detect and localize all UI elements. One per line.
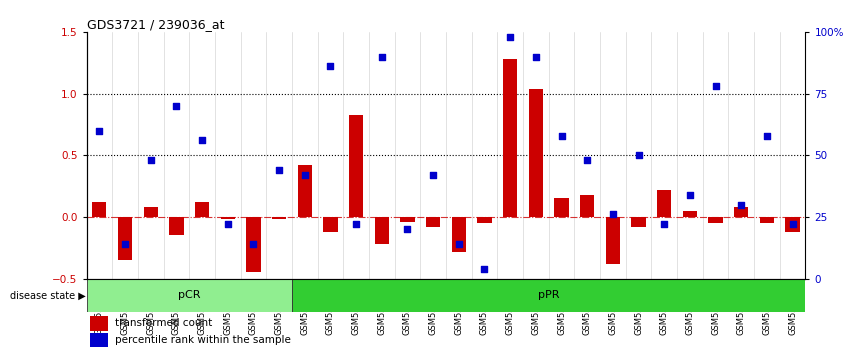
Bar xyxy=(759,217,774,223)
Point xyxy=(170,103,184,109)
Point xyxy=(349,222,363,227)
Bar xyxy=(375,217,389,244)
Bar xyxy=(221,217,235,219)
Point xyxy=(247,241,261,247)
Bar xyxy=(682,211,697,217)
Point xyxy=(503,34,517,40)
Text: GDS3721 / 239036_at: GDS3721 / 239036_at xyxy=(87,18,224,31)
Point xyxy=(631,153,645,158)
Point xyxy=(195,138,209,143)
Point xyxy=(298,172,312,178)
Bar xyxy=(580,195,594,217)
Bar xyxy=(349,115,363,217)
Text: disease state ▶: disease state ▶ xyxy=(10,291,86,301)
Point xyxy=(606,212,620,217)
Point xyxy=(426,172,440,178)
Point xyxy=(683,192,697,198)
Bar xyxy=(272,217,286,219)
Bar xyxy=(118,217,132,260)
Text: pCR: pCR xyxy=(178,291,201,301)
Bar xyxy=(323,217,338,232)
Bar xyxy=(477,217,492,223)
Bar xyxy=(292,279,805,312)
Bar xyxy=(734,207,748,217)
Bar xyxy=(452,217,466,251)
Point xyxy=(477,266,491,272)
Text: percentile rank within the sample: percentile rank within the sample xyxy=(115,335,291,345)
Point xyxy=(324,64,338,69)
Point xyxy=(760,133,774,138)
Text: transformed count: transformed count xyxy=(115,318,212,328)
Bar xyxy=(90,316,108,331)
Point xyxy=(375,54,389,59)
Bar xyxy=(708,217,722,223)
Point xyxy=(529,54,543,59)
Point xyxy=(580,158,594,163)
Point xyxy=(272,167,286,173)
Point xyxy=(144,158,158,163)
Bar xyxy=(400,217,415,222)
Bar xyxy=(298,165,312,217)
Bar xyxy=(90,333,108,347)
Point xyxy=(221,222,235,227)
Point xyxy=(708,83,722,89)
Text: pPR: pPR xyxy=(538,291,559,301)
Bar xyxy=(87,279,292,312)
Point xyxy=(401,227,415,232)
Bar xyxy=(93,202,107,217)
Bar xyxy=(785,217,799,232)
Point xyxy=(785,222,799,227)
Bar xyxy=(247,217,261,273)
Bar xyxy=(631,217,645,227)
Bar xyxy=(503,59,517,217)
Point xyxy=(452,241,466,247)
Bar xyxy=(657,190,671,217)
Point xyxy=(734,202,748,207)
Bar xyxy=(144,207,158,217)
Point xyxy=(657,222,671,227)
Bar xyxy=(195,202,210,217)
Bar xyxy=(170,217,184,235)
Point xyxy=(554,133,568,138)
Bar xyxy=(554,199,569,217)
Bar xyxy=(426,217,440,227)
Bar xyxy=(529,88,543,217)
Bar xyxy=(606,217,620,264)
Point xyxy=(118,241,132,247)
Point xyxy=(93,128,107,133)
